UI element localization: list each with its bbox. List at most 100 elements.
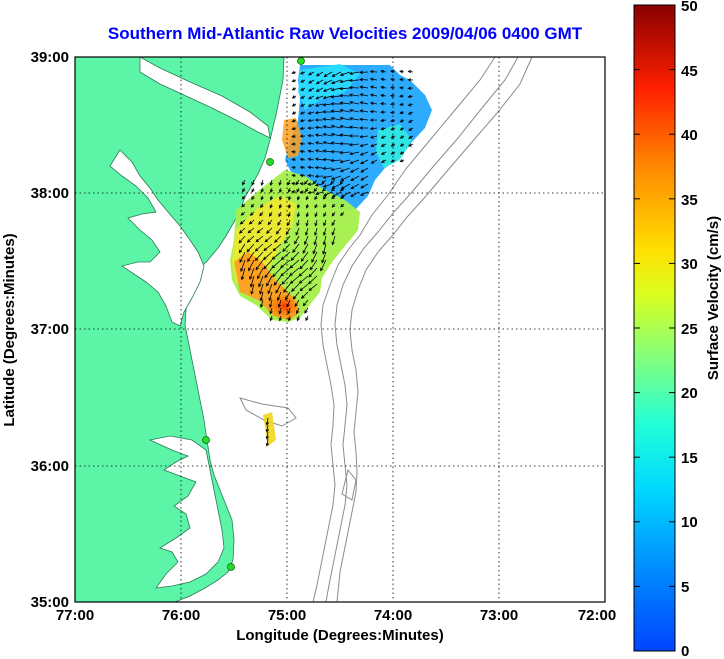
velocity-arrow (300, 87, 306, 91)
velocity-arrow (241, 203, 246, 208)
velocity-arrow (307, 126, 315, 130)
velocity-arrow (239, 219, 246, 225)
velocity-arrow (299, 71, 306, 75)
velocity-arrow (248, 259, 255, 272)
velocity-arrow (265, 431, 270, 440)
velocity-arrow (339, 108, 351, 113)
velocity-arrow (263, 243, 273, 252)
velocity-arrow (322, 87, 333, 92)
velocity-arrow (264, 267, 273, 279)
velocity-arrow (322, 157, 333, 162)
velocity-arrow (359, 126, 368, 130)
velocity-arrow (314, 103, 324, 107)
velocity-arrow (359, 70, 369, 74)
velocity-arrow (300, 291, 309, 299)
velocity-arrow (298, 275, 309, 284)
velocity-arrow (380, 93, 387, 98)
velocity-arrow (271, 251, 282, 260)
velocity-arrow (264, 235, 273, 243)
velocity-arrow (299, 190, 306, 194)
velocity-arrow (369, 69, 378, 74)
velocity-arrow (399, 119, 405, 123)
chesapeake-bay (109, 149, 205, 327)
velocity-arrow (260, 203, 264, 209)
velocity-arrow (399, 86, 405, 90)
velocity-arrow (339, 79, 351, 84)
velocity-arrow (369, 135, 378, 139)
velocity-arrow (269, 307, 273, 315)
velocity-arrow (305, 195, 309, 201)
velocity-arrow (348, 125, 360, 129)
velocity-arrow (359, 151, 369, 156)
bathymetry-contour-3 (336, 57, 533, 602)
velocity-arrow (370, 151, 378, 156)
velocity-arrow (399, 70, 405, 74)
velocity-arrow (280, 267, 291, 277)
velocity-arrow (283, 235, 291, 244)
velocity-arrow (294, 299, 300, 308)
velocity-arrow (292, 291, 300, 300)
colorbar-tick-label: 25 (681, 321, 698, 338)
velocity-arrow (350, 191, 360, 197)
velocity-arrow (296, 187, 300, 193)
velocity-arrow (278, 187, 283, 194)
velocity-arrow (380, 118, 387, 123)
velocity-arrow (246, 235, 255, 243)
velocity-arrow (249, 267, 255, 281)
velocity-arrow (349, 151, 360, 156)
velocity-arrow (322, 235, 327, 246)
velocity-arrow (278, 203, 283, 209)
velocity-arrow (322, 187, 327, 192)
velocity-arrow (408, 127, 414, 131)
velocity-arrow (331, 71, 342, 77)
velocity-arrow (311, 251, 318, 263)
velocity-arrow (322, 183, 333, 188)
x-tick-label: 74:00 (374, 607, 412, 624)
velocity-arrow (265, 438, 270, 447)
velocity-arrow (380, 127, 387, 131)
velocity-arrow (250, 203, 255, 208)
velocity-arrow (300, 103, 306, 107)
velocity-arrow (323, 79, 333, 85)
velocity-arrow (322, 132, 333, 137)
velocity-arrow (313, 235, 318, 246)
velocity-arrow (359, 143, 369, 148)
velocity-arrow (399, 158, 405, 163)
velocity-arrow (291, 134, 297, 138)
velocity-arrow (275, 227, 282, 235)
velocity-arrow (322, 175, 333, 179)
velocity-arrow (314, 211, 318, 218)
y-tick-label: 36:00 (31, 458, 69, 475)
velocity-arrow (305, 315, 309, 322)
velocity-arrow (291, 174, 297, 178)
velocity-arrow (314, 149, 324, 153)
velocity-arrow (380, 143, 387, 147)
velocity-arrow (314, 157, 324, 161)
velocity-arrow (314, 110, 324, 115)
velocity-arrow (339, 94, 351, 98)
station-marker (266, 158, 274, 166)
velocity-arrow (349, 117, 360, 121)
velocity-arrow (302, 243, 309, 254)
velocity-arrow (278, 179, 282, 186)
colorbar (633, 4, 676, 652)
velocity-arrow (291, 119, 297, 123)
velocity-arrow (349, 100, 360, 105)
velocity-arrow (330, 179, 336, 185)
velocity-arrow (359, 109, 369, 113)
velocity-arrow (320, 259, 327, 272)
velocity-arrow (369, 93, 378, 97)
x-tick-label: 75:00 (268, 607, 306, 624)
velocity-arrow (274, 235, 282, 243)
velocity-arrow (304, 307, 309, 314)
colorbar-tick-label: 30 (681, 256, 698, 273)
velocity-arrow (308, 267, 318, 278)
velocity-arrow (291, 103, 297, 107)
velocity-arrow (331, 211, 336, 217)
velocity-arrow (314, 118, 323, 122)
velocity-arrow (246, 243, 255, 253)
velocity-arrow (296, 219, 300, 227)
velocity-arrow (330, 79, 342, 85)
velocity-arrow (380, 135, 387, 139)
velocity-arrow (285, 291, 291, 301)
